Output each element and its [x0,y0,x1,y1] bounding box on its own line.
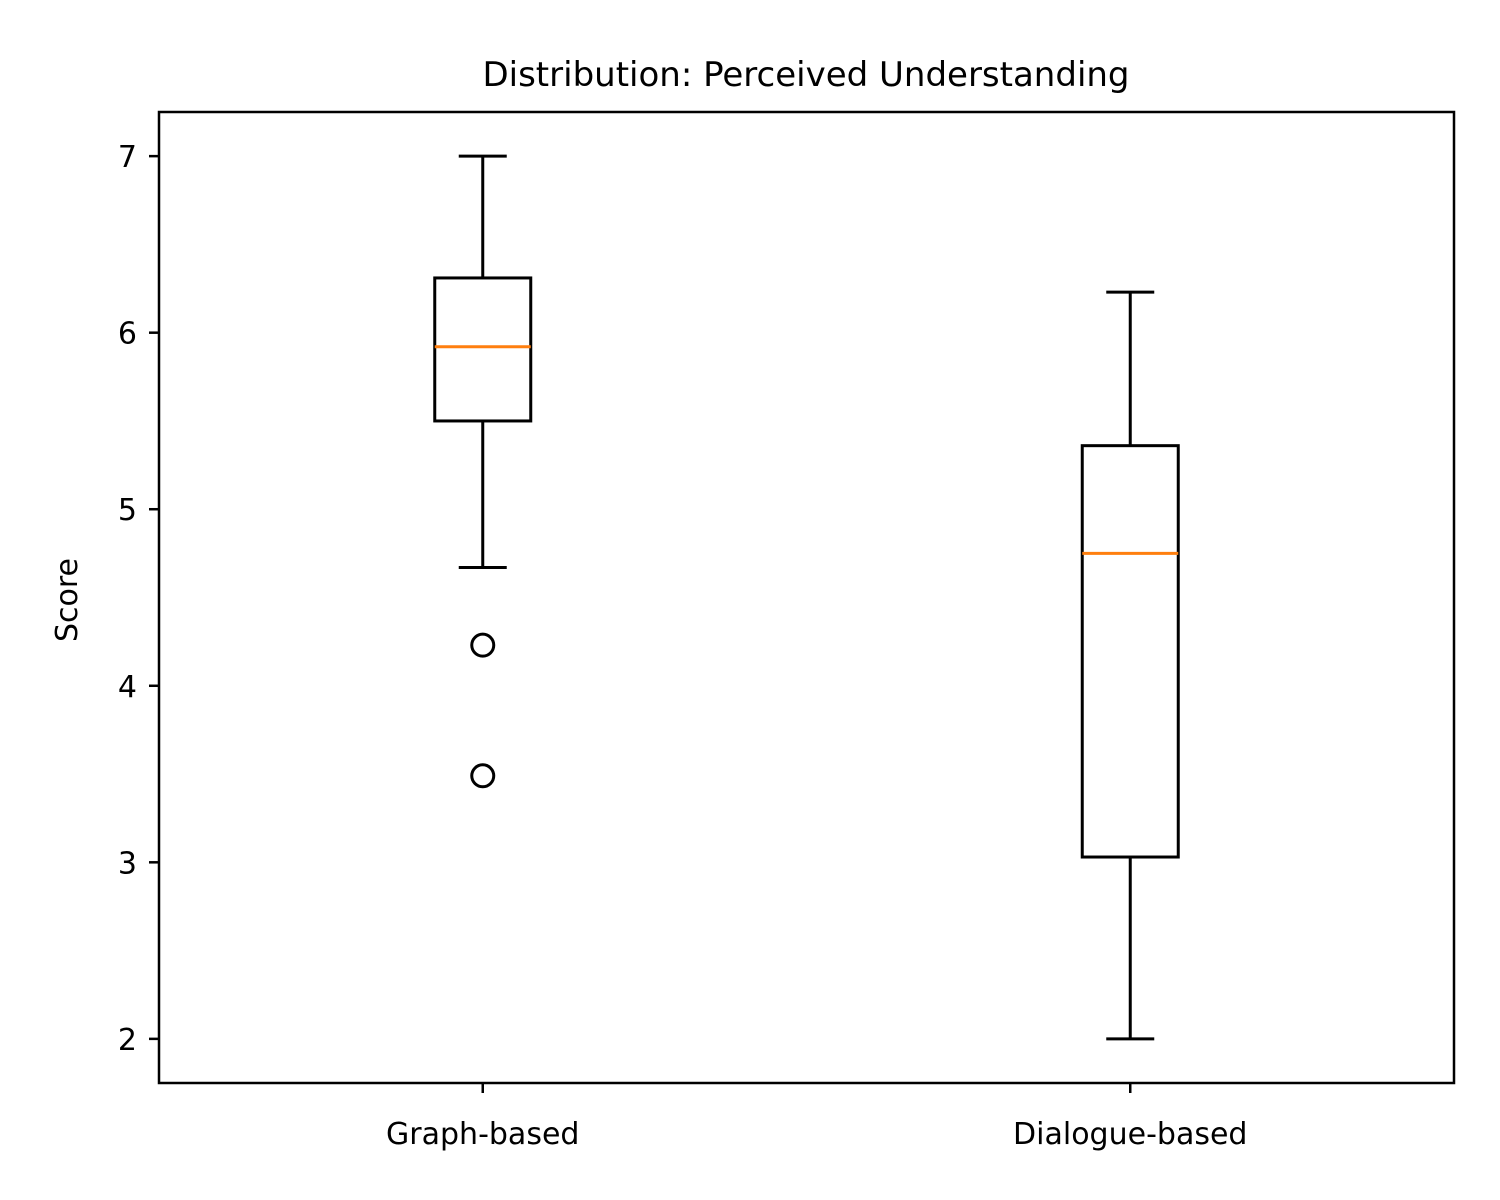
y-tick-label: 4 [118,670,137,705]
box-group [1080,290,1180,1041]
iqr-box [1080,444,1180,859]
y-tick-label: 2 [118,1023,137,1058]
x-tick-label: Dialogue-based [1013,1117,1247,1152]
outlier-point [470,632,496,658]
chart-title: Distribution: Perceived Understanding [482,55,1129,95]
axes-frame [157,110,1456,1085]
y-axis-label: Score [50,558,85,642]
outlier-point [470,763,496,789]
y-tick-label: 6 [118,317,137,352]
iqr-box [433,276,533,423]
x-tick-label: Graph-based [386,1117,579,1152]
box-group [433,154,533,789]
boxes-layer [433,154,1180,1041]
ticks-layer: 2 3 4 5 6 7 Graph-based Dialogue-based [118,140,1248,1152]
y-tick-label: 3 [118,846,137,881]
y-tick-label: 5 [118,493,137,528]
y-tick-label: 7 [118,140,137,175]
